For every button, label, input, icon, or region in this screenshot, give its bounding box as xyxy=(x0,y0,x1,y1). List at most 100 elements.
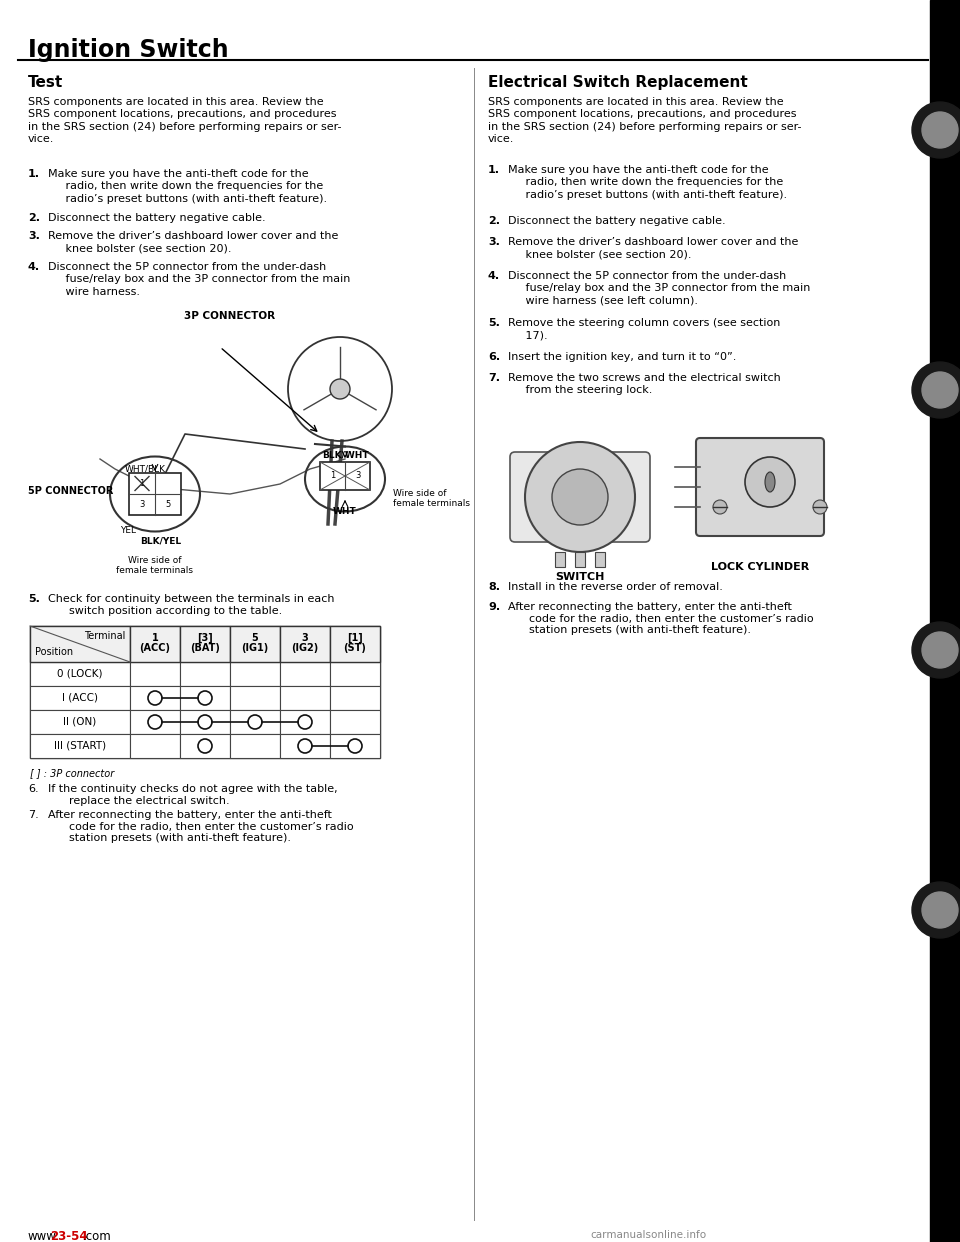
Text: 2.: 2. xyxy=(488,216,500,226)
FancyBboxPatch shape xyxy=(696,438,824,537)
Bar xyxy=(280,734,330,758)
Text: II (ON): II (ON) xyxy=(63,717,97,727)
Bar xyxy=(30,710,130,734)
Text: 6.: 6. xyxy=(28,784,38,794)
Text: 9.: 9. xyxy=(488,602,500,612)
Circle shape xyxy=(713,501,727,514)
Bar xyxy=(180,662,230,686)
Text: Make sure you have the anti-theft code for the
     radio, then write down the f: Make sure you have the anti-theft code f… xyxy=(508,165,787,200)
Bar xyxy=(230,626,280,662)
Ellipse shape xyxy=(765,472,775,492)
Circle shape xyxy=(912,882,960,938)
Text: WHT/BLK: WHT/BLK xyxy=(125,465,165,473)
Bar xyxy=(230,710,280,734)
Text: (IG1): (IG1) xyxy=(241,643,269,653)
Text: carmanualsonline.info: carmanualsonline.info xyxy=(590,1230,707,1240)
Text: 1.: 1. xyxy=(488,165,500,175)
Text: WHT: WHT xyxy=(333,507,357,515)
Text: (ACC): (ACC) xyxy=(139,643,171,653)
Bar xyxy=(280,686,330,710)
Bar xyxy=(280,710,330,734)
Text: 5.: 5. xyxy=(28,594,40,604)
Text: Disconnect the 5P connector from the under-dash
     fuse/relay box and the 3P c: Disconnect the 5P connector from the und… xyxy=(508,271,810,306)
Text: SWITCH: SWITCH xyxy=(555,573,605,582)
Text: Ignition Switch: Ignition Switch xyxy=(28,39,228,62)
Bar xyxy=(180,710,230,734)
Bar xyxy=(129,473,181,515)
Bar xyxy=(30,686,130,710)
Text: Electrical Switch Replacement: Electrical Switch Replacement xyxy=(488,75,748,89)
Text: (BAT): (BAT) xyxy=(190,643,220,653)
Bar xyxy=(180,626,230,662)
Text: 1: 1 xyxy=(139,479,145,488)
Bar xyxy=(230,686,280,710)
Text: 3.: 3. xyxy=(28,231,40,241)
Text: After reconnecting the battery, enter the anti-theft
      code for the radio, t: After reconnecting the battery, enter th… xyxy=(48,810,353,843)
Text: Check for continuity between the terminals in each
      switch position accordi: Check for continuity between the termina… xyxy=(48,594,334,616)
Bar xyxy=(555,551,565,568)
Text: Remove the driver’s dashboard lower cover and the
     knee bolster (see section: Remove the driver’s dashboard lower cove… xyxy=(48,231,338,253)
Text: Insert the ignition key, and turn it to “0”.: Insert the ignition key, and turn it to … xyxy=(508,351,736,361)
Bar xyxy=(330,626,380,662)
Text: [1]: [1] xyxy=(348,633,363,643)
Circle shape xyxy=(745,457,795,507)
Text: 2.: 2. xyxy=(28,212,40,224)
Text: 4.: 4. xyxy=(28,262,40,272)
Text: BLK/WHT: BLK/WHT xyxy=(322,451,369,460)
Text: If the continuity checks do not agree with the table,
      replace the electric: If the continuity checks do not agree wi… xyxy=(48,784,338,806)
Circle shape xyxy=(922,373,958,409)
Bar xyxy=(30,626,130,662)
Bar xyxy=(330,686,380,710)
Bar xyxy=(595,551,605,568)
Text: 6.: 6. xyxy=(488,351,500,361)
Circle shape xyxy=(922,112,958,148)
Text: 1: 1 xyxy=(330,472,335,481)
Bar xyxy=(180,734,230,758)
Bar xyxy=(30,626,380,758)
Bar xyxy=(330,662,380,686)
Text: Position: Position xyxy=(35,647,73,657)
Text: www.: www. xyxy=(28,1230,60,1242)
Circle shape xyxy=(552,469,608,525)
Text: 7.: 7. xyxy=(28,810,38,820)
Text: BLK/YEL: BLK/YEL xyxy=(140,537,181,546)
Bar xyxy=(320,462,370,491)
Text: 4.: 4. xyxy=(488,271,500,281)
Bar xyxy=(130,686,180,710)
Text: SRS components are located in this area. Review the
SRS component locations, pre: SRS components are located in this area.… xyxy=(28,97,342,144)
Bar xyxy=(330,734,380,758)
Bar xyxy=(130,662,180,686)
Text: YEL: YEL xyxy=(120,527,136,535)
Text: .com: .com xyxy=(83,1230,111,1242)
Text: Make sure you have the anti-theft code for the
     radio, then write down the f: Make sure you have the anti-theft code f… xyxy=(48,169,327,204)
Bar xyxy=(130,710,180,734)
Text: 5P CONNECTOR: 5P CONNECTOR xyxy=(28,486,113,496)
Bar xyxy=(930,0,960,1242)
Text: I (ACC): I (ACC) xyxy=(62,693,98,703)
Circle shape xyxy=(912,102,960,158)
Circle shape xyxy=(813,501,827,514)
Text: 1.: 1. xyxy=(28,169,40,179)
Bar xyxy=(130,734,180,758)
Bar xyxy=(180,686,230,710)
Text: LOCK CYLINDER: LOCK CYLINDER xyxy=(710,561,809,573)
Text: 8.: 8. xyxy=(488,582,500,592)
Text: 5: 5 xyxy=(252,633,258,643)
Bar xyxy=(575,551,585,568)
Text: 3: 3 xyxy=(139,501,145,509)
Text: 23-54: 23-54 xyxy=(50,1230,87,1242)
Bar xyxy=(280,662,330,686)
Circle shape xyxy=(525,442,635,551)
Text: (IG2): (IG2) xyxy=(292,643,319,653)
Bar xyxy=(230,734,280,758)
Bar xyxy=(30,734,130,758)
Text: [ ] : 3P connector: [ ] : 3P connector xyxy=(30,768,114,777)
Text: Test: Test xyxy=(28,75,63,89)
Bar xyxy=(130,626,180,662)
Text: 7.: 7. xyxy=(488,373,500,383)
Text: 5: 5 xyxy=(165,501,171,509)
Circle shape xyxy=(330,379,350,399)
Text: 3: 3 xyxy=(355,472,360,481)
Text: 5.: 5. xyxy=(488,318,500,328)
Text: Disconnect the 5P connector from the under-dash
     fuse/relay box and the 3P c: Disconnect the 5P connector from the und… xyxy=(48,262,350,297)
